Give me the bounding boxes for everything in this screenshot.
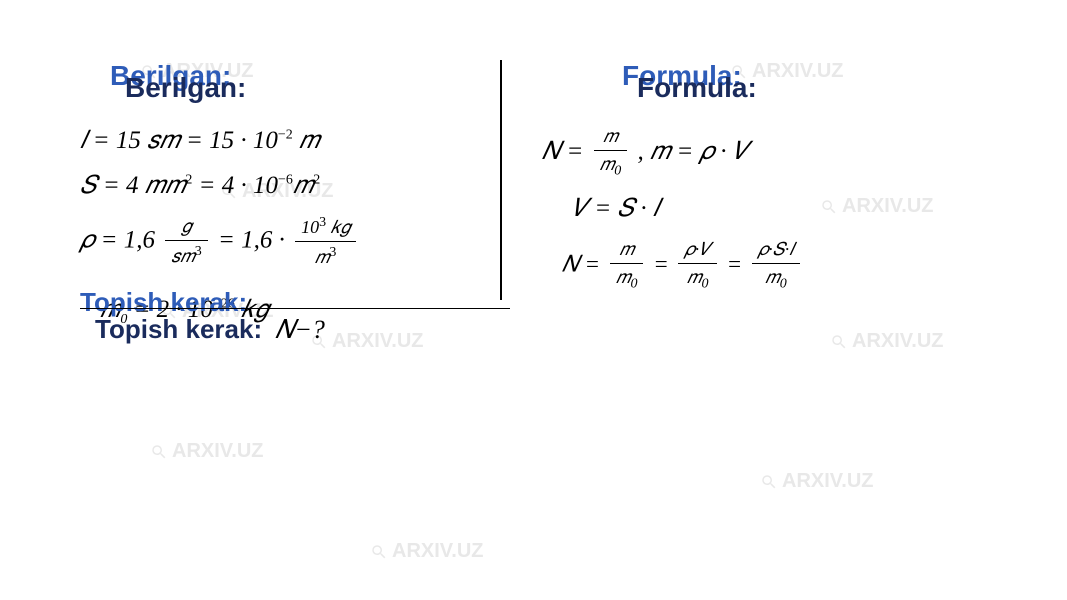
- divider-line: [80, 308, 510, 309]
- given-heading: Berilgan: Berilgan:: [80, 60, 480, 110]
- frac-num: 𝑔: [165, 215, 208, 241]
- r3-frac3: 𝜌∙𝑆∙𝑙 𝑚0: [752, 238, 800, 294]
- frac-num: 𝑚: [594, 125, 628, 151]
- formula-line-2: 𝑆 = 4 𝑚𝑚2 = 4 ∙ 10−6𝑚2: [80, 170, 480, 203]
- frac-num: 103 𝑘𝑔: [295, 214, 356, 242]
- frac-den: 𝑚0: [594, 151, 628, 181]
- frac-den: 𝑚3: [295, 242, 356, 269]
- formula-heading: Formula: Formula:: [592, 60, 870, 110]
- given-column: Berilgan: Berilgan: 𝑙 = 15 𝑠𝑚 = 15 ∙ 10−…: [80, 60, 500, 352]
- watermark: ARXIV.UZ: [370, 540, 484, 563]
- frac-num: 𝜌∙𝑆∙𝑙: [752, 238, 800, 264]
- frac-num: 𝜌∙𝑉: [678, 238, 716, 264]
- topish-wrap: 𝑚0 = 2 ∙ 10−26 𝑘𝑔 Topish kerak: Topish k…: [80, 282, 480, 352]
- line3-frac2: 103 𝑘𝑔 𝑚3: [295, 214, 356, 270]
- line3-frac1: 𝑔 𝑠𝑚3: [165, 215, 208, 269]
- r3-eq1: =: [653, 251, 674, 276]
- line2-text: 𝑆 = 4 𝑚𝑚2 = 4 ∙ 10−6𝑚2: [80, 172, 320, 199]
- watermark: ARXIV.UZ: [150, 440, 264, 463]
- r1-suffix: , 𝑚 = 𝜌 ∙ 𝑉: [638, 138, 749, 165]
- formula-line-3: 𝜌 = 1,6 𝑔 𝑠𝑚3 = 1,6 ∙ 103 𝑘𝑔 𝑚3: [80, 214, 480, 270]
- frac-den: 𝑠𝑚3: [165, 241, 208, 268]
- r1-prefix: 𝑁 =: [542, 138, 583, 165]
- topish-math: 𝑁−?: [275, 315, 325, 344]
- frac-num: 𝑚: [610, 238, 644, 264]
- heading-navy-text: Formula:: [637, 72, 757, 104]
- heading-navy-text: Berilgan:: [125, 72, 246, 104]
- main-content: Berilgan: Berilgan: 𝑙 = 15 𝑠𝑚 = 15 ∙ 10−…: [0, 0, 1067, 412]
- formula-right-2: 𝑉 = 𝑆 ∙ 𝑙: [572, 193, 870, 226]
- line1-text: 𝑙 = 15 𝑠𝑚 = 15 ∙ 10−2 𝑚: [80, 127, 319, 154]
- r3-prefix: 𝑁 =: [562, 251, 606, 276]
- frac-den: 𝑚0: [752, 264, 800, 294]
- r3-eq2: =: [727, 251, 748, 276]
- frac-den: 𝑚0: [678, 264, 716, 294]
- formula-column: Formula: Formula: 𝑁 = 𝑚 𝑚0 , 𝑚 = 𝜌 ∙ 𝑉 𝑉…: [500, 60, 870, 300]
- formula-right-1: 𝑁 = 𝑚 𝑚0 , 𝑚 = 𝜌 ∙ 𝑉: [542, 125, 870, 181]
- r3-frac1: 𝑚 𝑚0: [610, 238, 644, 294]
- line3-prefix: 𝜌 = 1,6: [80, 227, 155, 254]
- formula-right-3: 𝑁 = 𝑚 𝑚0 = 𝜌∙𝑉 𝑚0 = 𝜌∙𝑆∙𝑙 𝑚0: [562, 238, 870, 294]
- frac-den: 𝑚0: [610, 264, 644, 294]
- r1-frac: 𝑚 𝑚0: [594, 125, 628, 181]
- r2-text: 𝑉 = 𝑆 ∙ 𝑙: [572, 195, 659, 222]
- watermark: ARXIV.UZ: [760, 470, 874, 493]
- line3-mid: = 1,6 ∙: [218, 227, 285, 254]
- topish-navy: Topish kerak: 𝑁−?: [95, 314, 325, 346]
- r3-frac2: 𝜌∙𝑉 𝑚0: [678, 238, 716, 294]
- formula-line-1: 𝑙 = 15 𝑠𝑚 = 15 ∙ 10−2 𝑚: [80, 125, 480, 158]
